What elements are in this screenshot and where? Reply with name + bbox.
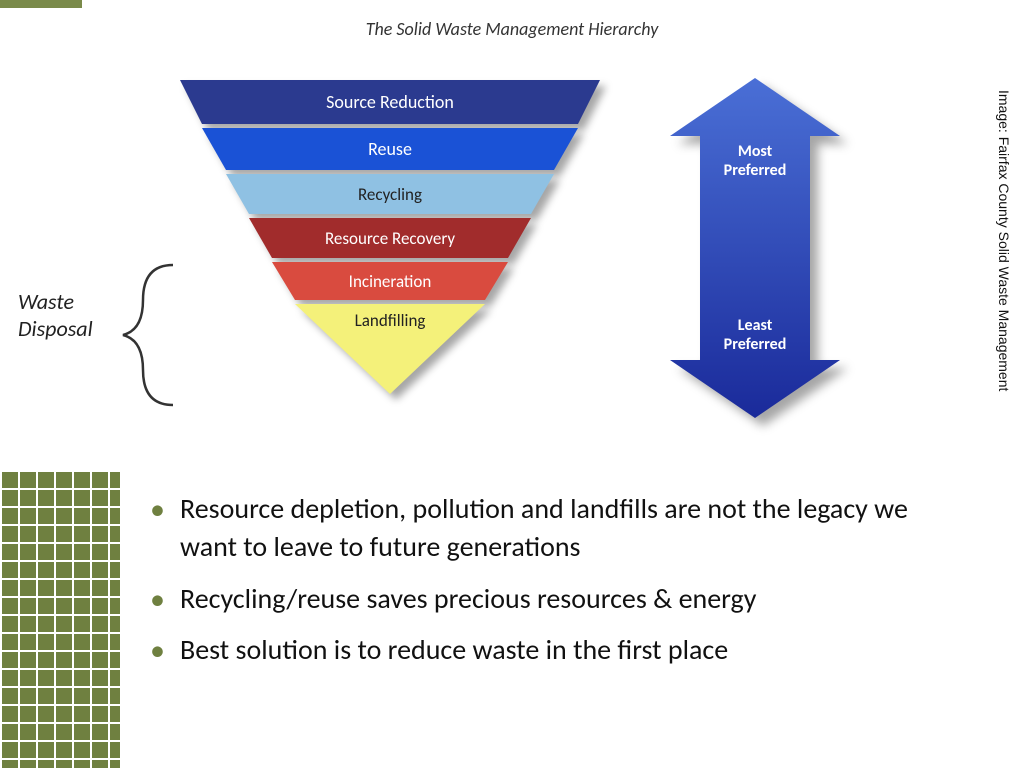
pyramid-layer: Recycling xyxy=(180,174,600,214)
arrow-top-label: MostPreferred xyxy=(705,142,805,180)
decor-grid-pattern xyxy=(0,470,120,768)
preference-arrow: MostPreferred LeastPreferred xyxy=(670,78,840,423)
bullet-list: Resource depletion, pollution and landfi… xyxy=(150,490,940,683)
bullet-item: Resource depletion, pollution and landfi… xyxy=(150,490,940,566)
bullet-item: Recycling/reuse saves precious resources… xyxy=(150,580,940,618)
waste-disposal-callout: WasteDisposal xyxy=(18,288,118,342)
pyramid-layer: Reuse xyxy=(180,128,600,170)
pyramid-layer: Incineration xyxy=(180,262,600,300)
callout-label: WasteDisposal xyxy=(18,288,93,342)
decor-top-bar xyxy=(0,0,82,8)
diagram-area: Source ReductionReuseRecyclingResource R… xyxy=(0,40,1024,460)
image-credit: Image: Fairfax County Solid Waste Manage… xyxy=(996,90,1012,391)
pyramid-layer-label: Reuse xyxy=(202,128,578,170)
pyramid-layer-label: Incineration xyxy=(272,262,508,300)
arrow-bottom-label: LeastPreferred xyxy=(705,316,805,354)
pyramid-layer: Source Reduction xyxy=(180,80,600,124)
pyramid-layer-label: Resource Recovery xyxy=(249,218,531,258)
pyramid-layer: Landfilling xyxy=(180,304,600,394)
pyramid-layer-label: Recycling xyxy=(226,174,554,214)
pyramid-layer-label: Landfilling xyxy=(295,304,485,394)
pyramid-layer-label: Source Reduction xyxy=(180,80,600,124)
pyramid-layer: Resource Recovery xyxy=(180,218,600,258)
diagram-title: The Solid Waste Management Hierarchy xyxy=(0,0,1024,40)
callout-brace xyxy=(118,260,178,410)
inverted-pyramid: Source ReductionReuseRecyclingResource R… xyxy=(180,80,600,398)
bullet-item: Best solution is to reduce waste in the … xyxy=(150,631,940,669)
